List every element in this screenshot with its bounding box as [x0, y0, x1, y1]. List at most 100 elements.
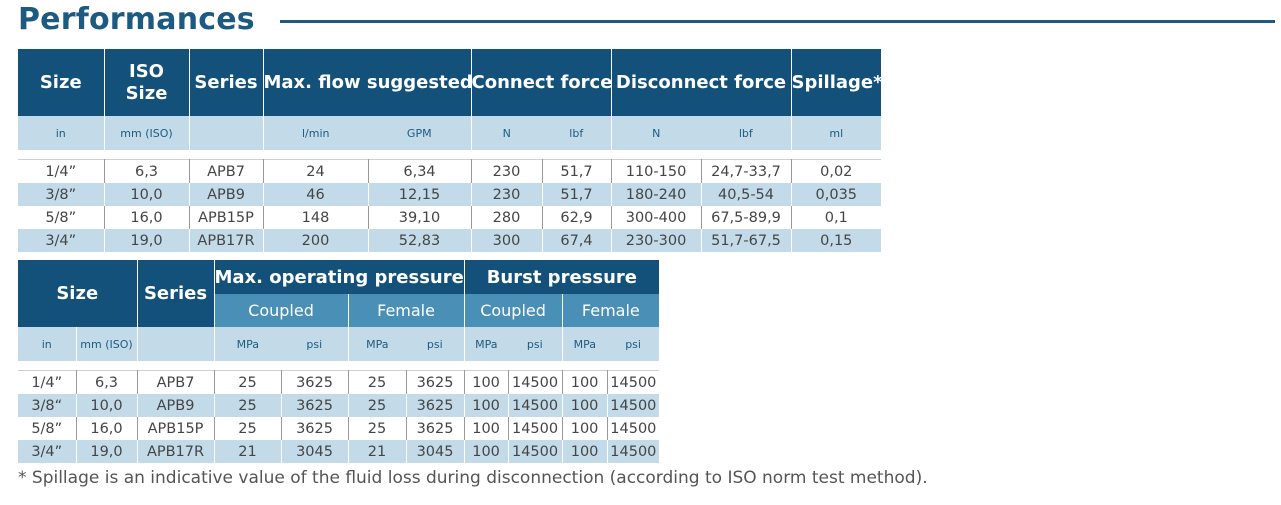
table-row: 5/8” 16,0 APB15P 148 39,10 280 62,9 300-400 67,5… [18, 206, 881, 229]
table-cell: 100 [464, 417, 509, 440]
table-cell: 14500 [610, 420, 657, 437]
unit-mm: mm (ISO) [76, 327, 138, 361]
table-cell: 14500 [508, 440, 563, 463]
pressure-table: Size Series Max. operating pressure Burs… [18, 260, 660, 463]
unit-ml: ml [791, 116, 882, 150]
unit-lmin: l/min [263, 116, 368, 150]
table-cell: 25 [214, 417, 282, 440]
table-row: 3/4” 19,0 APB17R 200 52,83 300 67,4 230-300 51,7… [18, 229, 882, 252]
header-spillage: Spillage* [791, 49, 882, 116]
table-cell: APB17R [189, 229, 264, 252]
unit-mpa: MPa [348, 327, 407, 361]
table-cell: 180-240 [611, 183, 702, 206]
table-cell: 100 [464, 394, 509, 417]
header-iso-size: ISO Size [104, 49, 190, 116]
table-cell: 14500 [508, 394, 563, 417]
table-cell: 67,4 [542, 229, 612, 252]
table-cell: 110-150 [611, 159, 702, 183]
table-cell: 14500 [607, 440, 660, 463]
spacer-row [18, 361, 660, 371]
table-cell: 16,0 [76, 417, 138, 440]
unit-psi: psi [406, 327, 465, 361]
table-cell: 40,5-54 [701, 183, 792, 206]
table-cell: 3625 [406, 417, 465, 440]
table-cell: 300-400 [611, 206, 702, 229]
title-rule [280, 20, 1275, 23]
table-cell: 230-300 [611, 229, 702, 252]
unit-lbf: lbf [701, 116, 792, 150]
table-cell: 5/8” [18, 417, 77, 440]
table-cell: 5/8” [18, 206, 105, 229]
table-cell: 3625 [281, 417, 349, 440]
table-cell: 3045 [281, 440, 349, 463]
table-cell: 62,9 [542, 206, 612, 229]
table-cell: 25 [214, 370, 282, 394]
unit-lbf: lbf [542, 116, 612, 150]
table-cell: 12,15 [368, 183, 472, 206]
unit-mpa: MPa [562, 327, 608, 361]
unit-mpa: MPa [464, 327, 509, 361]
header-series: Series [137, 260, 215, 327]
table-cell: 14500 [607, 394, 660, 417]
table-cell: 24,7-33,7 [701, 159, 792, 183]
header-max-flow: Max. flow suggested [263, 49, 472, 116]
table-cell: 52,83 [368, 229, 472, 252]
unit-psi: psi [508, 327, 563, 361]
table-row: 1/4” 6,3 APB7 25 3625 25 3625 100 14500 100 14500 [18, 370, 660, 394]
table-cell: 200 [263, 229, 369, 252]
unit-in: in [18, 327, 77, 361]
table-cell: 148 [263, 206, 369, 229]
table-cell: APB15P [137, 417, 215, 440]
table-cell: APB9 [189, 183, 264, 206]
table-row: 5/8” 16,0 APB15P 25 3625 25 3625 100 14500 100 145… [18, 417, 659, 440]
table-cell: 25 [214, 394, 282, 417]
table-cell: 10,0 [76, 394, 138, 417]
table-cell: APB7 [137, 370, 215, 394]
table-cell: 3625 [406, 370, 465, 394]
table-cell: 100 [562, 394, 608, 417]
spacer-row [18, 150, 882, 160]
table-row: 1/4” 6,3 APB7 24 6,34 230 51,7 110-150 24,7-33,7… [18, 159, 882, 183]
unit-series [189, 116, 264, 150]
table-cell: 3625 [281, 394, 349, 417]
header-size: Size [18, 260, 138, 327]
unit-mm: mm (ISO) [104, 116, 190, 150]
table-cell: 51,7 [542, 159, 612, 183]
unit-psi: psi [281, 327, 349, 361]
table-row: 3/4” 19,0 APB17R 21 3045 21 3045 100 14500 100 145… [18, 440, 660, 463]
unit-mpa: MPa [214, 327, 282, 361]
table-cell: 230 [471, 183, 543, 206]
header-disconnect-force: Disconnect force [611, 49, 792, 116]
unit-psi: psi [607, 327, 660, 361]
spacer-cell [18, 361, 660, 371]
subheader-operating-coupled: Coupled [213, 294, 349, 327]
table-cell: 300 [471, 229, 543, 252]
page-title: Performances [18, 2, 255, 37]
table-body: 1/4” 6,3 APB7 24 6,34 230 51,7 110-150 24,7-33,7… [18, 150, 882, 252]
table-cell: APB15P [189, 206, 264, 229]
table-cell: 21 [214, 440, 282, 463]
table-cell: 6,3 [104, 159, 190, 183]
table-cell: 10,0 [104, 183, 190, 206]
table-cell: 14500 [607, 370, 660, 394]
table-cell: 100 [562, 417, 608, 440]
table-cell: 16,0 [104, 206, 190, 229]
table-cell: 67,5-89,9 [701, 206, 792, 229]
unit-series [137, 327, 215, 361]
table-row: 3/8“ 10,0 APB9 25 3625 25 3625 100 14500 100 14500 [18, 394, 660, 417]
table-row: 3/8” 10,0 APB9 46 12,15 230 51,7 180-240 40,5-54… [18, 183, 882, 206]
table-cell: 280 [471, 206, 543, 229]
unit-in: in [18, 116, 105, 150]
table-cell: 1/4” [18, 159, 105, 183]
table-cell: 6,34 [368, 159, 472, 183]
table-cell: 19,0 [104, 229, 190, 252]
header-series: Series [189, 49, 264, 116]
subheader-operating-female: Female [347, 294, 465, 327]
subheader-burst-coupled: Coupled [463, 294, 563, 327]
table-cell: 39,10 [368, 206, 472, 229]
table-cell: 3/8” [18, 183, 105, 206]
table-cell: 3625 [406, 394, 465, 417]
performance-table: Size ISO Size Series Max. flow suggested… [18, 49, 882, 252]
unit-n: N [471, 116, 543, 150]
table-cell: 230 [471, 159, 543, 183]
